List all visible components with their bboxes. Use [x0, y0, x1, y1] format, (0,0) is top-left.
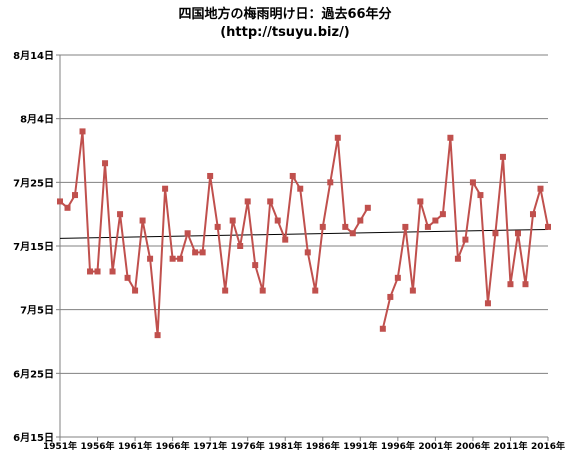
data-point-1957 — [102, 160, 109, 167]
data-point-1974 — [229, 217, 236, 224]
data-point-1998 — [409, 287, 416, 294]
y-tick-label: 7月25日 — [13, 177, 54, 189]
data-point-1972 — [214, 223, 221, 230]
x-tick-label: 1996年 — [381, 440, 415, 452]
data-point-1967 — [177, 255, 184, 262]
data-point-2014 — [529, 211, 536, 218]
data-point-1958 — [109, 268, 116, 275]
data-point-1969 — [192, 249, 199, 256]
x-tick-label: 1951年 — [43, 440, 77, 452]
data-point-1963 — [147, 255, 154, 262]
data-point-1987 — [327, 179, 334, 186]
data-point-2009 — [492, 230, 499, 237]
data-point-1976 — [244, 198, 251, 205]
data-point-1966 — [169, 255, 176, 262]
data-point-1995 — [387, 293, 394, 300]
data-point-1984 — [304, 249, 311, 256]
data-point-2005 — [462, 236, 469, 243]
data-point-2000 — [424, 223, 431, 230]
data-point-1980 — [274, 217, 281, 224]
data-point-2004 — [454, 255, 461, 262]
data-point-1960 — [124, 274, 131, 281]
data-point-1962 — [139, 217, 146, 224]
data-point-1991 — [357, 217, 364, 224]
data-point-1970 — [199, 249, 206, 256]
x-tick-label: 2001年 — [418, 440, 452, 452]
data-point-2016 — [545, 223, 551, 230]
data-point-2003 — [447, 134, 454, 141]
data-point-2008 — [484, 300, 491, 307]
x-tick-label: 1971年 — [193, 440, 227, 452]
data-point-1979 — [267, 198, 274, 205]
axis-layer — [56, 54, 549, 441]
data-point-1985 — [312, 287, 319, 294]
y-tick-label: 8月14日 — [13, 50, 54, 62]
data-point-1953 — [72, 192, 79, 199]
x-tick-label: 1956年 — [81, 440, 115, 452]
data-point-1982 — [289, 172, 296, 179]
data-point-2011 — [507, 281, 514, 288]
data-point-1986 — [319, 223, 326, 230]
data-point-1964 — [154, 332, 161, 339]
data-point-1988 — [334, 134, 341, 141]
y-tick-labels: 8月14日 8月4日 7月25日 7月15日 7月5日 6月25日 6月15日 — [13, 50, 54, 444]
data-point-1999 — [417, 198, 424, 205]
data-point-2007 — [477, 192, 484, 199]
data-point-1956 — [94, 268, 101, 275]
x-tick-label: 2006年 — [456, 440, 490, 452]
data-point-1955 — [87, 268, 94, 275]
data-point-1975 — [237, 243, 244, 249]
data-point-1959 — [117, 211, 124, 218]
chart-title: 四国地方の梅雨明け日：過去66年分 — [178, 6, 391, 22]
data-point-1961 — [132, 287, 139, 294]
x-tick-label: 1976年 — [231, 440, 265, 452]
data-point-2010 — [499, 153, 506, 160]
x-tick-labels: 1951年 1956年 1961年 1966年 1971年 1976年 1981年 1986年… — [43, 440, 565, 452]
data-point-1952 — [64, 204, 71, 211]
x-tick-label: 1986年 — [306, 440, 340, 452]
chart-subtitle: (http://tsuyu.biz/) — [220, 25, 350, 40]
data-point-2002 — [439, 211, 446, 218]
x-tick-label: 1981年 — [268, 440, 302, 452]
x-tick-label: 2011年 — [493, 440, 527, 452]
data-point-2001 — [432, 217, 439, 224]
data-point-1992 — [364, 204, 371, 211]
x-tick-label: 2016年 — [531, 440, 565, 452]
data-point-1977 — [252, 262, 259, 269]
x-tick-label: 1991年 — [343, 440, 377, 452]
data-point-1996 — [394, 274, 401, 281]
y-tick-label: 7月5日 — [20, 305, 54, 317]
y-tick-label: 6月15日 — [13, 432, 54, 444]
y-tick-label: 8月4日 — [20, 114, 54, 126]
y-tick-label: 6月25日 — [13, 368, 54, 380]
data-point-2006 — [469, 179, 476, 186]
data-point-1981 — [282, 236, 289, 243]
data-point-1973 — [222, 287, 229, 294]
data-point-1990 — [349, 230, 356, 237]
x-tick-label: 1966年 — [156, 440, 190, 452]
data-point-1965 — [162, 185, 169, 192]
y-tick-label: 7月15日 — [13, 241, 54, 253]
data-point-1989 — [342, 223, 349, 230]
data-point-2012 — [514, 230, 521, 237]
x-tick-label: 1961年 — [118, 440, 152, 452]
marker-layer — [57, 128, 551, 339]
data-point-1951 — [57, 198, 63, 205]
data-point-1983 — [297, 185, 304, 192]
series-line — [59, 131, 369, 336]
data-point-1994 — [379, 325, 386, 332]
data-point-2013 — [522, 281, 529, 288]
data-point-1978 — [259, 287, 266, 294]
data-point-1954 — [79, 128, 86, 135]
data-point-1971 — [207, 172, 214, 179]
data-point-1968 — [184, 230, 191, 237]
data-point-2015 — [537, 185, 544, 192]
data-point-1997 — [402, 223, 409, 230]
